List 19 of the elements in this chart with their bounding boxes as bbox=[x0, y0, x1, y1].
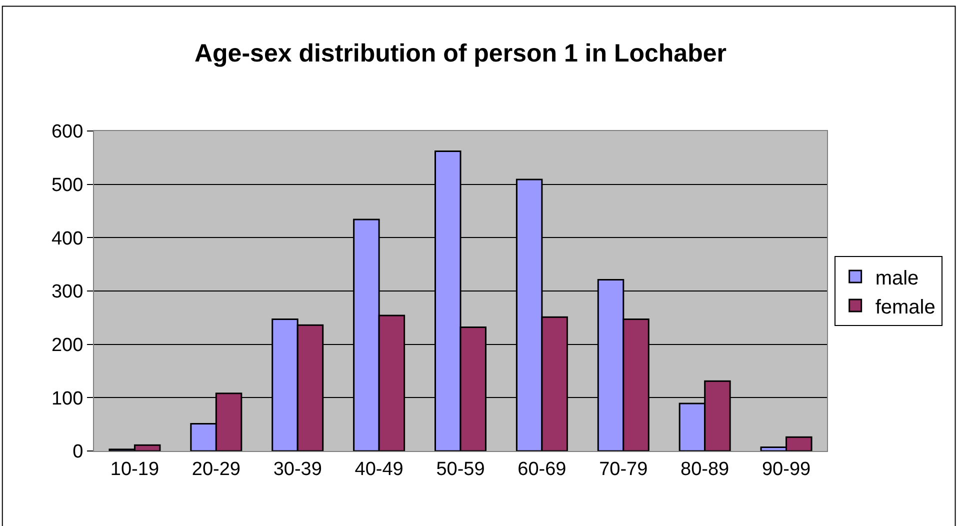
y-tick-label: 300 bbox=[51, 282, 84, 303]
y-tick-label: 500 bbox=[51, 174, 84, 196]
x-tick-label: 10-19 bbox=[110, 458, 160, 480]
x-tick-label: 80-89 bbox=[680, 458, 730, 480]
x-tick-label: 20-29 bbox=[192, 458, 240, 480]
x-tick-label: 40-49 bbox=[354, 458, 404, 480]
y-tick-label: 600 bbox=[51, 122, 84, 143]
x-tick-label: 30-39 bbox=[273, 458, 322, 480]
x-tick-label: 50-59 bbox=[436, 458, 485, 480]
x-tick-label: 60-69 bbox=[518, 458, 566, 480]
y-tick-label: 200 bbox=[51, 334, 84, 356]
x-tick-label: 70-79 bbox=[599, 458, 648, 480]
legend-label: female bbox=[875, 296, 936, 318]
legend-label: male bbox=[875, 267, 919, 290]
y-tick-label: 400 bbox=[51, 228, 84, 250]
y-tick-label: 100 bbox=[51, 388, 84, 410]
y-tick-label: 0 bbox=[72, 442, 84, 463]
x-tick-label: 90-99 bbox=[762, 458, 811, 480]
chart-title: Age-sex distribution of person 1 in Lochaber bbox=[194, 39, 727, 68]
